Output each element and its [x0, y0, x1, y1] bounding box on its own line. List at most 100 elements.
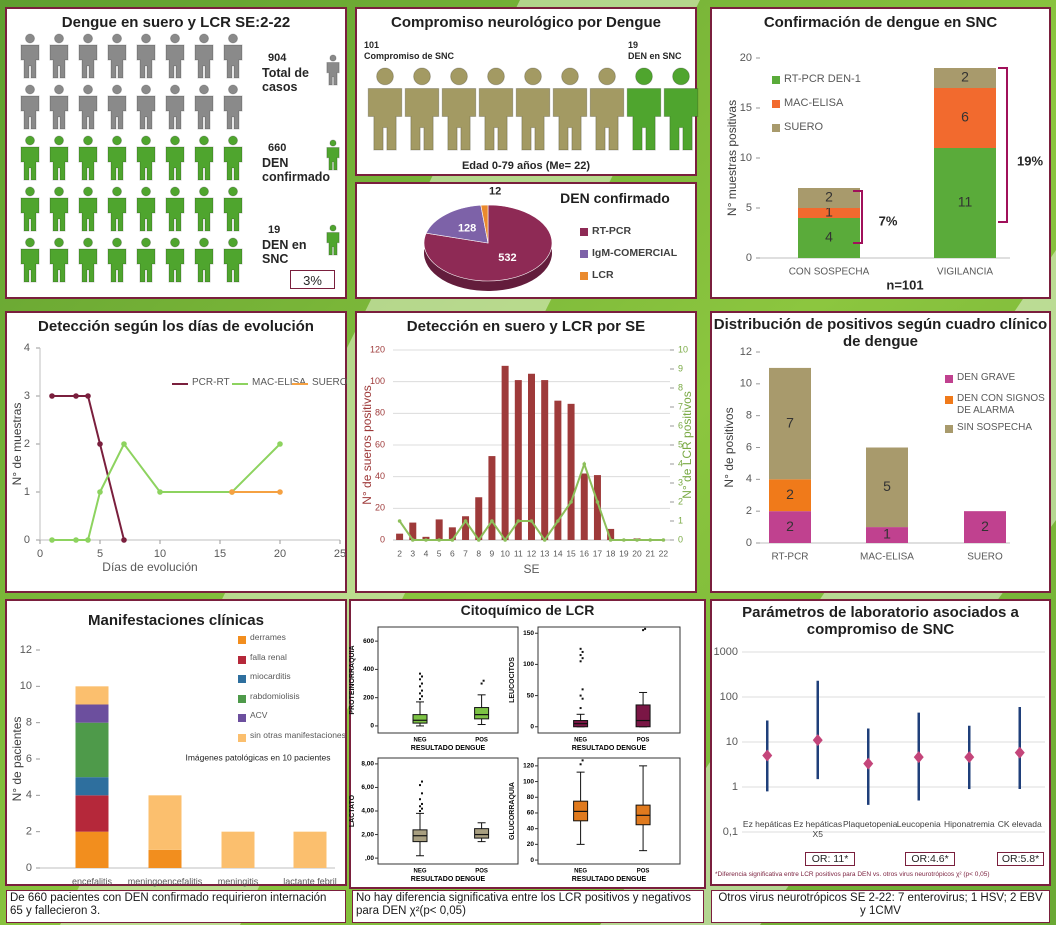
person-body: [326, 147, 340, 171]
person-head: [199, 84, 209, 95]
bar: [514, 380, 522, 540]
person-head: [25, 135, 35, 146]
outlier: [581, 688, 584, 691]
outlier: [419, 784, 421, 787]
person-head: [141, 186, 151, 197]
y-tick-label: 1: [732, 781, 738, 793]
y-tick-label: 4,00: [361, 808, 374, 815]
x-tick-label: 21: [645, 548, 655, 558]
x-tick-label: MAC-ELISA: [860, 552, 914, 563]
y-axis-label: LACTATO: [349, 794, 356, 827]
y-tick-label: 10: [740, 378, 752, 390]
person-head: [54, 237, 64, 248]
person-body: [478, 88, 514, 151]
y-tick-label: 3: [24, 390, 30, 402]
y-tick-label: 100: [720, 691, 738, 703]
person-head: [672, 67, 690, 86]
person-body: [194, 44, 214, 79]
plot-frame: [377, 757, 519, 865]
x-tick-label: 2: [397, 548, 402, 558]
person-body: [136, 95, 156, 130]
data-label: 532: [498, 252, 516, 264]
person-head: [141, 33, 151, 44]
x-tick-label: 12: [527, 548, 537, 558]
legend-item: SUERO: [772, 121, 823, 134]
bar: [934, 148, 996, 258]
y-tick-label: 100: [523, 778, 534, 785]
person-body: [165, 197, 185, 232]
legend-item: LCR: [580, 269, 614, 281]
person-body: [20, 248, 40, 283]
y2-tick-label: 0: [678, 534, 683, 544]
y-tick-label: ,00: [365, 855, 374, 862]
bar: [75, 777, 109, 796]
person-head: [112, 33, 122, 44]
person-body: [367, 88, 403, 151]
outlier: [419, 678, 421, 681]
person-body: [20, 44, 40, 79]
pie-slice: [425, 204, 489, 244]
outlier: [421, 807, 423, 810]
outlier: [644, 627, 647, 630]
y-tick-label: 6: [26, 753, 32, 765]
box: [474, 707, 490, 720]
person-head: [228, 186, 238, 197]
x-tick-label: 11: [514, 548, 523, 558]
person-head: [112, 186, 122, 197]
note: Otros virus neurotrópicos SE 2-22: 7 ent…: [711, 890, 1050, 923]
bar: [798, 208, 860, 218]
person-body: [515, 88, 551, 151]
y-tick-label: 40: [375, 471, 385, 481]
person-body: [49, 44, 69, 79]
legend-label: ACV: [250, 710, 268, 720]
x-tick-label: 5: [97, 548, 103, 560]
legend-item: derrames: [238, 632, 286, 644]
x-tick-label: CK elevada: [997, 819, 1042, 829]
line-point: [49, 537, 55, 543]
y-axis-label: N° de sueros positivos: [360, 385, 374, 505]
line-point: [476, 538, 481, 542]
y2-tick-label: 9: [678, 363, 683, 373]
panel: [710, 7, 1051, 299]
y-tick-label: 0: [370, 723, 374, 730]
pie-slice: [480, 204, 489, 244]
x-tick-label: 8: [476, 548, 481, 558]
line-point: [121, 441, 127, 447]
outlier: [579, 660, 582, 663]
person-body: [326, 232, 340, 256]
legend-swatch: [945, 375, 953, 383]
x-tick-label: lactante febril: [283, 876, 337, 886]
outlier: [419, 798, 421, 801]
person-body: [326, 62, 340, 86]
line-point: [622, 538, 626, 542]
legend-item: DEN CON SIGNOS DE ALARMA: [945, 393, 1045, 416]
data-label: 128: [458, 223, 476, 235]
person-head: [228, 84, 238, 95]
annotation: OR:4.6*: [905, 852, 955, 867]
data-label: 2: [825, 189, 833, 205]
person-body: [165, 248, 185, 283]
person-body: [107, 146, 127, 181]
annotation: 7%: [879, 213, 898, 228]
line-point: [582, 462, 587, 466]
person-body: [223, 248, 243, 283]
bar: [798, 218, 860, 258]
x-axis-label: RESULTADO DENGUE: [411, 876, 486, 883]
line-point: [410, 538, 415, 542]
stat-label: Compromiso de SNC: [364, 51, 455, 61]
x-tick-label: 15: [214, 548, 226, 560]
line-point: [490, 519, 494, 523]
person-body: [107, 197, 127, 232]
x-tick-label: meningoencefalitis: [128, 876, 203, 886]
data-label: 4: [825, 229, 833, 245]
person-head: [25, 237, 35, 248]
person-head: [54, 135, 64, 146]
point: [863, 757, 874, 770]
person-head: [413, 67, 431, 86]
outlier: [421, 675, 423, 678]
x-tick-label: 13: [540, 548, 550, 558]
line-point: [463, 519, 468, 523]
person-head: [487, 67, 505, 86]
outlier: [419, 685, 421, 688]
